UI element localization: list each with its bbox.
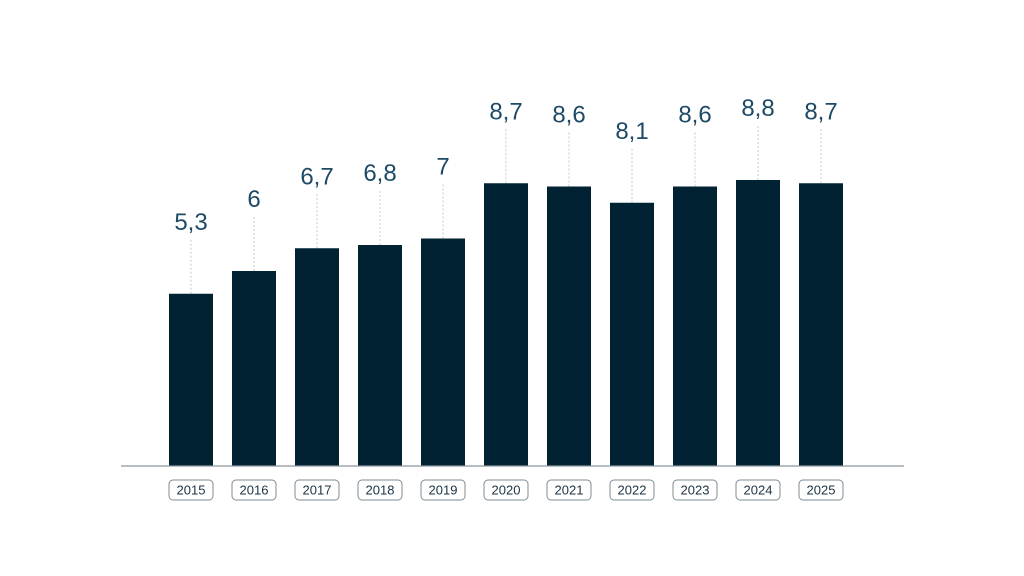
- x-tick-2018: 2018: [357, 479, 403, 501]
- bar-2017: [295, 248, 339, 466]
- x-tick-label-2019: 2019: [429, 483, 458, 498]
- leader-lines: [190, 126, 822, 294]
- bar-2018: [358, 245, 402, 466]
- bar-2021: [547, 186, 591, 466]
- x-tick-box-2024: [735, 479, 781, 501]
- value-label-2023: 8,6: [678, 102, 711, 129]
- x-tick-2020: 2020: [483, 479, 529, 501]
- value-label-2019: 7: [436, 154, 449, 181]
- x-tick-label-2020: 2020: [492, 483, 521, 498]
- x-tick-box-2021: [546, 479, 592, 501]
- x-tick-labels: 2015 2016 2017 2018 2019 2020 2021 2022 2023 2024…: [168, 479, 844, 501]
- value-label-2025: 8,7: [804, 98, 837, 125]
- value-label-2018: 6,8: [363, 160, 396, 187]
- bar-2024: [736, 180, 780, 466]
- value-label-2015: 5,3: [174, 209, 207, 236]
- bar-2020: [484, 183, 528, 466]
- x-tick-box-2023: [672, 479, 718, 501]
- x-tick-box-2025: [798, 479, 844, 501]
- x-tick-box-2015: [168, 479, 214, 501]
- x-tick-2021: 2021: [546, 479, 592, 501]
- bar-2023: [673, 186, 717, 466]
- x-tick-box-2017: [294, 479, 340, 501]
- x-tick-box-2016: [231, 479, 277, 501]
- value-label-2016: 6: [247, 186, 260, 213]
- value-label-2020: 8,7: [489, 98, 522, 125]
- x-tick-label-2016: 2016: [240, 483, 269, 498]
- x-tick-label-2021: 2021: [555, 483, 584, 498]
- bar-2015: [169, 293, 213, 466]
- x-tick-label-2023: 2023: [681, 483, 710, 498]
- value-labels: 5,3 6 6,7 6,8 7 8,7 8,6 8,1 8,6 8,8 8,7: [174, 95, 837, 236]
- x-tick-label-2015: 2015: [177, 483, 206, 498]
- bar-2022: [610, 202, 654, 466]
- bar-2019: [421, 238, 465, 466]
- x-tick-box-2020: [483, 479, 529, 501]
- x-tick-label-2025: 2025: [807, 483, 836, 498]
- x-tick-box-2018: [357, 479, 403, 501]
- x-tick-label-2018: 2018: [366, 483, 395, 498]
- x-tick-2024: 2024: [735, 479, 781, 501]
- bar-2016: [232, 271, 276, 466]
- x-tick-2023: 2023: [672, 479, 718, 501]
- x-tick-label-2022: 2022: [618, 483, 647, 498]
- bars: [169, 180, 843, 466]
- x-tick-2025: 2025: [798, 479, 844, 501]
- x-tick-label-2024: 2024: [744, 483, 773, 498]
- x-tick-2022: 2022: [609, 479, 655, 501]
- value-label-2017: 6,7: [300, 163, 333, 190]
- x-tick-label-2017: 2017: [303, 483, 332, 498]
- value-label-2021: 8,6: [552, 102, 585, 129]
- x-tick-box-2022: [609, 479, 655, 501]
- x-tick-2015: 2015: [168, 479, 214, 501]
- x-tick-2016: 2016: [231, 479, 277, 501]
- x-tick-2019: 2019: [420, 479, 466, 501]
- x-tick-box-2019: [420, 479, 466, 501]
- bar-2025: [799, 183, 843, 466]
- value-label-2024: 8,8: [741, 95, 774, 122]
- value-label-2022: 8,1: [615, 118, 648, 145]
- x-tick-2017: 2017: [294, 479, 340, 501]
